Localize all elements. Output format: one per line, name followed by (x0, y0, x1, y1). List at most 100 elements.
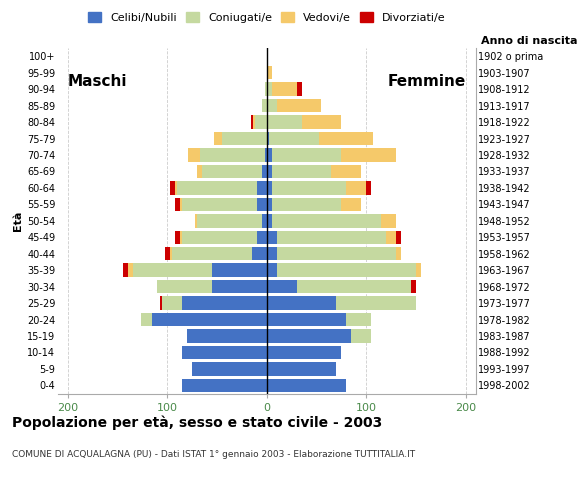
Bar (331, 165, 361, 178)
Bar (272, 165, 331, 178)
Bar (267, 214, 272, 228)
Bar (386, 230, 396, 244)
Bar (187, 329, 267, 343)
Bar (177, 181, 257, 194)
Bar (212, 280, 267, 293)
Text: Popolazione per età, sesso e stato civile - 2003: Popolazione per età, sesso e stato civil… (12, 415, 382, 430)
Bar (161, 296, 162, 310)
Text: Femmine: Femmine (387, 74, 466, 89)
Bar (272, 214, 381, 228)
Bar (265, 83, 267, 96)
Bar (272, 198, 342, 211)
Bar (318, 132, 373, 145)
Bar (182, 379, 267, 392)
Bar (257, 198, 267, 211)
Bar (182, 296, 267, 310)
Bar (267, 362, 336, 376)
Bar (416, 264, 421, 277)
Bar (172, 247, 252, 261)
Bar (253, 115, 255, 129)
Bar (267, 313, 346, 326)
Bar (277, 264, 416, 277)
Bar (381, 214, 396, 228)
Bar (212, 264, 267, 277)
Bar (262, 99, 267, 112)
Bar (182, 346, 267, 359)
Bar (255, 115, 267, 129)
Bar (257, 230, 267, 244)
Bar (267, 132, 269, 145)
Bar (251, 115, 253, 129)
Bar (197, 165, 202, 178)
Bar (182, 230, 257, 244)
Bar (153, 313, 267, 326)
Bar (267, 346, 342, 359)
Bar (296, 280, 411, 293)
Bar (182, 198, 257, 211)
Bar (411, 280, 416, 293)
Bar (175, 198, 180, 211)
Bar (214, 132, 222, 145)
Bar (267, 264, 277, 277)
Bar (267, 99, 277, 112)
Bar (277, 230, 386, 244)
Bar (396, 247, 401, 261)
Bar (252, 247, 267, 261)
Bar (302, 115, 342, 129)
Bar (175, 230, 180, 244)
Bar (267, 379, 346, 392)
Bar (342, 198, 361, 211)
Bar (165, 247, 171, 261)
Bar (265, 148, 267, 162)
Bar (257, 181, 267, 194)
Bar (188, 148, 200, 162)
Bar (267, 148, 272, 162)
Bar (180, 230, 182, 244)
Text: COMUNE DI ACQUALAGNA (PU) - Dati ISTAT 1° gennaio 2003 - Elaborazione TUTTITALIA: COMUNE DI ACQUALAGNA (PU) - Dati ISTAT 1… (12, 450, 415, 459)
Bar (133, 264, 212, 277)
Bar (272, 83, 296, 96)
Text: Maschi: Maschi (68, 74, 128, 89)
Bar (346, 313, 371, 326)
Bar (197, 214, 262, 228)
Bar (157, 280, 212, 293)
Bar (192, 362, 267, 376)
Bar (396, 230, 401, 244)
Bar (128, 264, 133, 277)
Bar (267, 83, 272, 96)
Bar (272, 148, 342, 162)
Bar (140, 313, 153, 326)
Bar (277, 99, 321, 112)
Bar (351, 329, 371, 343)
Bar (171, 247, 172, 261)
Bar (171, 181, 175, 194)
Legend: Celibi/Nubili, Coniugati/e, Vedovi/e, Divorziati/e: Celibi/Nubili, Coniugati/e, Vedovi/e, Di… (84, 8, 450, 27)
Bar (346, 181, 366, 194)
Bar (267, 280, 296, 293)
Bar (267, 296, 336, 310)
Bar (366, 181, 371, 194)
Bar (122, 264, 128, 277)
Bar (272, 181, 346, 194)
Bar (267, 115, 302, 129)
Bar (200, 148, 265, 162)
Text: Anno di nascita: Anno di nascita (481, 36, 577, 46)
Bar (262, 165, 267, 178)
Bar (262, 214, 267, 228)
Y-axis label: Età: Età (13, 211, 23, 231)
Bar (296, 83, 302, 96)
Bar (267, 247, 277, 261)
Bar (267, 165, 272, 178)
Bar (267, 329, 351, 343)
Bar (222, 132, 267, 145)
Bar (336, 296, 416, 310)
Bar (342, 148, 396, 162)
Bar (267, 66, 272, 79)
Bar (269, 132, 318, 145)
Bar (267, 181, 272, 194)
Bar (267, 230, 277, 244)
Bar (162, 296, 182, 310)
Bar (195, 214, 197, 228)
Bar (277, 247, 396, 261)
Bar (202, 165, 262, 178)
